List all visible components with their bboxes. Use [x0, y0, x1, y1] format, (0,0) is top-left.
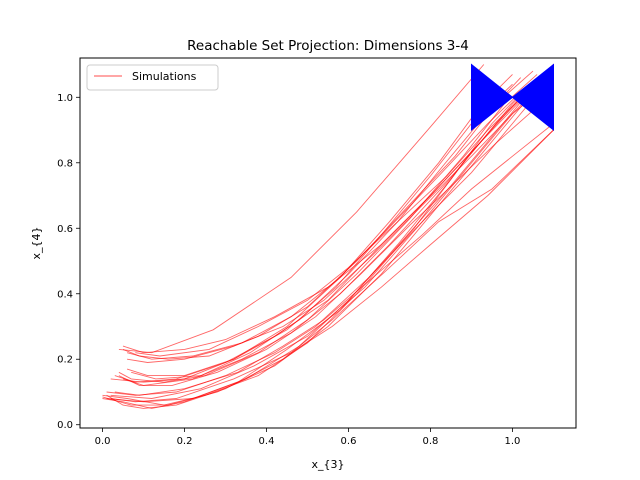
simulation-line-9	[122, 90, 530, 386]
chart-title: Reachable Set Projection: Dimensions 3-4	[187, 38, 469, 54]
x-tick-label: 1.0	[505, 436, 521, 447]
simulation-line-15	[122, 64, 554, 354]
x-tick-label: 0.6	[341, 436, 357, 447]
simulation-line-18	[118, 64, 485, 354]
simulation-line-19	[110, 74, 513, 383]
y-axis-ticks: 0.0 0.2 0.4 0.6 0.8 1.0	[57, 93, 80, 431]
simulation-line-6	[106, 83, 546, 396]
simulation-line-17	[127, 87, 546, 363]
simulation-line-8	[114, 64, 554, 383]
y-axis-label: x_{4}	[30, 226, 43, 259]
simulation-line-5	[110, 70, 554, 399]
y-tick-label: 0.0	[57, 420, 73, 431]
plot-frame	[79, 57, 577, 429]
x-tick-label: 0.8	[423, 436, 439, 447]
reach-set-group	[471, 63, 554, 132]
legend-box	[86, 64, 219, 91]
simulation-line-16	[135, 93, 526, 357]
simulation-line-4	[106, 97, 526, 403]
simulation-line-22	[114, 123, 554, 396]
x-tick-label: 0.4	[259, 436, 275, 447]
y-tick-label: 0.8	[57, 158, 73, 169]
y-tick-label: 0.2	[57, 355, 73, 366]
y-tick-label: 0.4	[57, 289, 73, 300]
y-tick-label: 1.0	[57, 93, 73, 104]
x-axis-label: x_{3}	[311, 458, 344, 471]
simulation-series-group	[102, 64, 554, 409]
y-tick-label: 0.6	[57, 224, 73, 235]
simulation-line-13	[122, 70, 534, 360]
reach-set-polygon-1	[471, 63, 554, 132]
legend-label-simulations: Simulations	[132, 70, 197, 83]
x-tick-label: 0.2	[177, 436, 193, 447]
simulation-line-3	[102, 77, 546, 406]
x-tick-label: 0.0	[95, 436, 111, 447]
legend: Simulations	[86, 64, 219, 91]
simulation-line-11	[118, 110, 534, 386]
simulation-line-12	[131, 77, 522, 380]
simulation-line-14	[126, 83, 530, 360]
simulation-line-21	[110, 129, 554, 403]
simulation-line-20	[106, 129, 554, 409]
x-axis-ticks: 0.0 0.2 0.4 0.6 0.8 1.0	[95, 428, 521, 447]
